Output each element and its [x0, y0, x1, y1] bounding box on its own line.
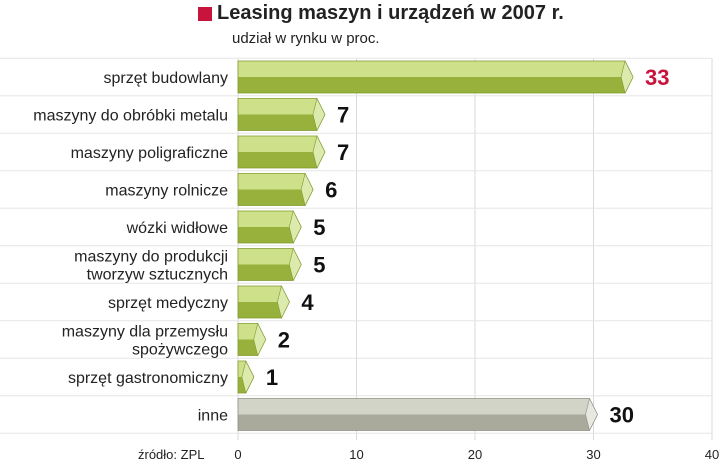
- chart-title: Leasing maszyn i urządzeń w 2007 r.: [217, 2, 564, 24]
- category-label-6: sprzęt medyczny: [108, 295, 228, 312]
- x-tick-label-3: 30: [586, 447, 600, 462]
- title-square-icon: [198, 6, 212, 21]
- bar-end-0: [620, 60, 634, 94]
- category-label-line: maszyny dla przemysłu: [62, 324, 228, 341]
- value-label-2: 7: [337, 140, 349, 165]
- bar-end-2: [312, 135, 326, 169]
- category-label-0: sprzęt budowlany: [103, 70, 228, 87]
- value-label-1: 7: [337, 103, 349, 128]
- value-label-5: 5: [313, 253, 325, 278]
- chart-title-row: Leasing maszyn i urządzeń w 2007 r.: [198, 2, 564, 25]
- bar-end-8: [241, 360, 255, 394]
- x-tick-label-4: 40: [705, 447, 719, 462]
- category-label-7: maszyny dla przemysłu spożywczego: [62, 324, 228, 359]
- value-label-7: 2: [278, 328, 290, 353]
- value-label-4: 5: [313, 215, 325, 240]
- bar-0: [237, 60, 634, 94]
- value-label-0: 33: [645, 65, 669, 90]
- category-label-line: maszyny poligraficzne: [71, 145, 229, 162]
- category-label-line: tworzyw sztucznych: [87, 267, 228, 284]
- source-note: źródło: ZPL: [138, 447, 204, 462]
- category-label-line: maszyny do produkcji: [74, 249, 228, 266]
- category-label-8: sprzęt gastronomiczny: [68, 370, 228, 387]
- category-label-line: maszyny do obróbki metalu: [33, 108, 228, 125]
- bar-2: [237, 135, 326, 169]
- bar-9: [237, 398, 598, 431]
- value-label-9: 30: [610, 403, 634, 428]
- category-label-3: maszyny rolnicze: [105, 183, 228, 200]
- category-label-line: sprzęt medyczny: [108, 295, 228, 312]
- bar-1: [237, 98, 326, 131]
- bar-end-5: [288, 247, 302, 282]
- category-label-line: wózki widłowe: [126, 220, 228, 237]
- category-label-line: sprzęt gastronomiczny: [68, 370, 228, 387]
- x-tick-label-1: 10: [349, 447, 363, 462]
- bar-end-6: [277, 285, 290, 319]
- category-label-line: inne: [198, 408, 228, 425]
- category-label-line: maszyny rolnicze: [105, 183, 228, 200]
- value-label-3: 6: [325, 178, 337, 203]
- x-tick-label-0: 0: [234, 447, 241, 462]
- category-label-5: maszyny do produkcji tworzyw sztucznych: [74, 249, 228, 284]
- category-label-2: maszyny poligraficzne: [71, 145, 229, 162]
- category-label-line: sprzęt budowlany: [103, 70, 228, 87]
- value-label-6: 4: [301, 290, 314, 315]
- bar-end-1: [312, 97, 326, 132]
- bar-end-7: [253, 322, 267, 357]
- x-tick-label-2: 20: [468, 447, 482, 462]
- category-label-line: spożywczego: [132, 342, 228, 359]
- chart-subtitle: udział w rynku w proc.: [232, 30, 380, 47]
- category-label-1: maszyny do obróbki metalu: [33, 108, 228, 125]
- bar-end-3: [300, 172, 314, 207]
- bar-end-4: [288, 210, 302, 244]
- category-label-9: inne: [198, 408, 228, 425]
- category-label-4: wózki widłowe: [126, 220, 228, 237]
- value-label-8: 1: [266, 365, 278, 390]
- bar-end-9: [585, 397, 598, 432]
